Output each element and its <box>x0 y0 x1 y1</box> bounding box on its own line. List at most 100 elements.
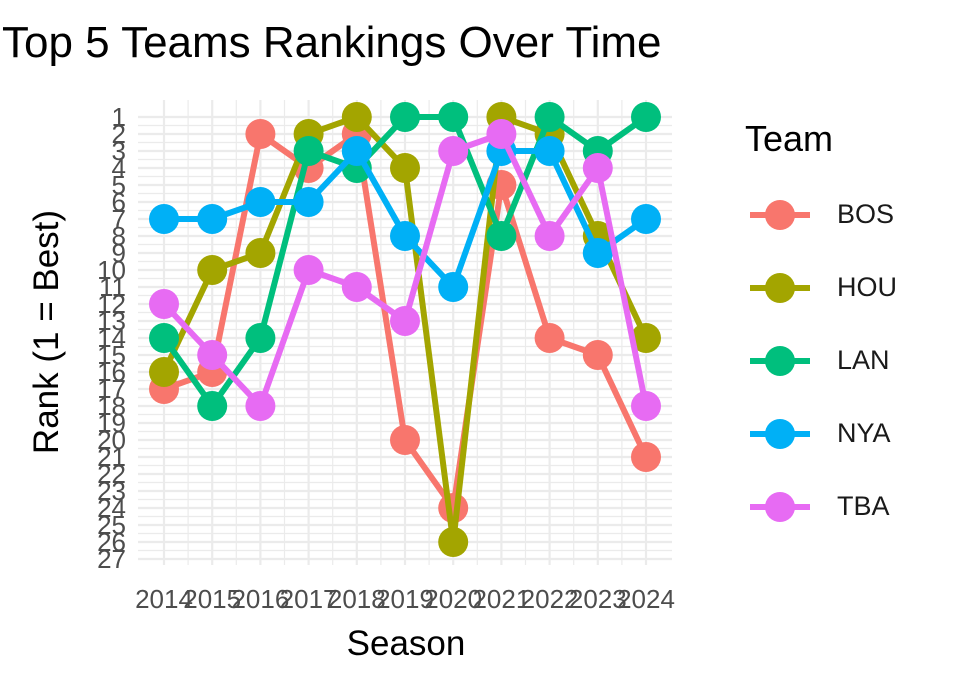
legend-label: NYA <box>837 418 891 448</box>
data-point <box>341 272 372 302</box>
y-axis-ticks: 1234567891011121314151617181920212223242… <box>97 102 126 574</box>
data-point <box>293 187 324 217</box>
y-tick-label: 13 <box>97 306 126 336</box>
x-tick-label: 2023 <box>569 584 627 614</box>
y-tick-label: 20 <box>97 425 126 455</box>
y-tick-label: 3 <box>112 136 126 166</box>
y-tick-label: 2 <box>112 119 126 149</box>
legend-label: TBA <box>837 491 890 521</box>
data-point <box>245 323 276 353</box>
x-axis-ticks: 2014201520162017201820192020202120222023… <box>135 584 675 614</box>
data-point <box>390 102 420 132</box>
y-tick-label: 6 <box>112 187 126 217</box>
data-point <box>438 272 469 302</box>
data-point <box>197 204 228 234</box>
y-tick-label: 16 <box>97 357 126 387</box>
series-nya <box>149 136 661 302</box>
legend-key-point <box>765 491 795 522</box>
x-tick-label: 2019 <box>376 584 434 614</box>
data-point <box>582 340 613 370</box>
data-point <box>245 119 276 149</box>
data-point <box>197 255 228 285</box>
x-tick-label: 2015 <box>183 584 241 614</box>
data-point <box>293 136 324 166</box>
y-tick-label: 9 <box>112 238 126 268</box>
y-tick-label: 23 <box>97 476 126 506</box>
legend-title: Team <box>745 118 834 159</box>
y-axis-label: Rank (1 = Best) <box>27 210 66 454</box>
legend-key <box>750 272 810 303</box>
legend-item-nya: NYA <box>745 397 897 470</box>
x-tick-label: 2014 <box>135 584 193 614</box>
data-point <box>390 425 420 455</box>
y-tick-label: 10 <box>97 255 126 285</box>
legend-key-point <box>765 199 795 230</box>
x-tick-label: 2018 <box>328 584 386 614</box>
data-point <box>438 527 469 557</box>
x-axis-label: Season <box>347 624 466 663</box>
data-point <box>438 102 469 132</box>
chart-title: Top 5 Teams Rankings Over Time <box>2 18 662 67</box>
data-point <box>245 238 276 268</box>
data-point <box>534 323 565 353</box>
legend-key <box>750 491 810 522</box>
legend-item-tba: TBA <box>745 470 897 543</box>
data-point <box>293 255 324 285</box>
x-tick-label: 2016 <box>231 584 289 614</box>
y-tick-label: 7 <box>112 204 126 234</box>
data-point <box>631 102 661 132</box>
series-tba <box>149 119 661 421</box>
y-tick-label: 8 <box>112 221 126 251</box>
legend-key <box>750 199 810 230</box>
y-tick-label: 14 <box>97 323 126 353</box>
legend-label: LAN <box>837 345 890 375</box>
data-point <box>486 119 517 149</box>
y-tick-label: 17 <box>97 374 126 404</box>
data-point <box>341 102 372 132</box>
data-point <box>149 204 179 234</box>
x-tick-label: 2022 <box>521 584 579 614</box>
series <box>149 102 661 557</box>
legend-key <box>750 418 810 449</box>
legend: Team BOS HOU LAN NYA TBA <box>745 118 897 543</box>
y-tick-label: 24 <box>97 493 126 523</box>
data-point <box>341 136 372 166</box>
data-point <box>534 136 565 166</box>
x-tick-label: 2020 <box>424 584 482 614</box>
legend-item-lan: LAN <box>745 324 897 397</box>
y-tick-label: 5 <box>112 170 126 200</box>
data-point <box>534 221 565 251</box>
y-tick-label: 11 <box>99 272 126 302</box>
data-point <box>486 221 517 251</box>
legend-label: HOU <box>837 272 897 302</box>
data-point <box>390 221 420 251</box>
y-tick-label: 18 <box>97 391 126 421</box>
legend-key-point <box>765 345 795 376</box>
y-tick-label: 25 <box>97 510 126 540</box>
legend-key-point <box>765 272 795 303</box>
data-point <box>149 323 179 353</box>
data-point <box>390 306 420 336</box>
y-tick-label: 22 <box>97 459 126 489</box>
x-tick-label: 2017 <box>280 584 338 614</box>
y-tick-label: 27 <box>97 544 126 574</box>
legend-label: BOS <box>837 199 895 229</box>
data-point <box>149 357 179 387</box>
data-point <box>197 391 228 421</box>
data-point <box>438 136 469 166</box>
legend-item-hou: HOU <box>745 251 897 324</box>
data-point <box>390 153 420 183</box>
y-tick-label: 12 <box>97 289 126 319</box>
legend-item-bos: BOS <box>745 178 897 251</box>
y-tick-label: 21 <box>97 442 126 472</box>
y-tick-label: 15 <box>97 340 126 370</box>
y-tick-label: 19 <box>97 408 126 438</box>
data-point <box>631 323 661 353</box>
data-point <box>245 391 276 421</box>
x-tick-label: 2021 <box>472 584 530 614</box>
y-tick-label: 4 <box>112 153 126 183</box>
data-point <box>534 102 565 132</box>
legend-key-point <box>765 418 795 449</box>
y-tick-label: 26 <box>97 527 126 557</box>
